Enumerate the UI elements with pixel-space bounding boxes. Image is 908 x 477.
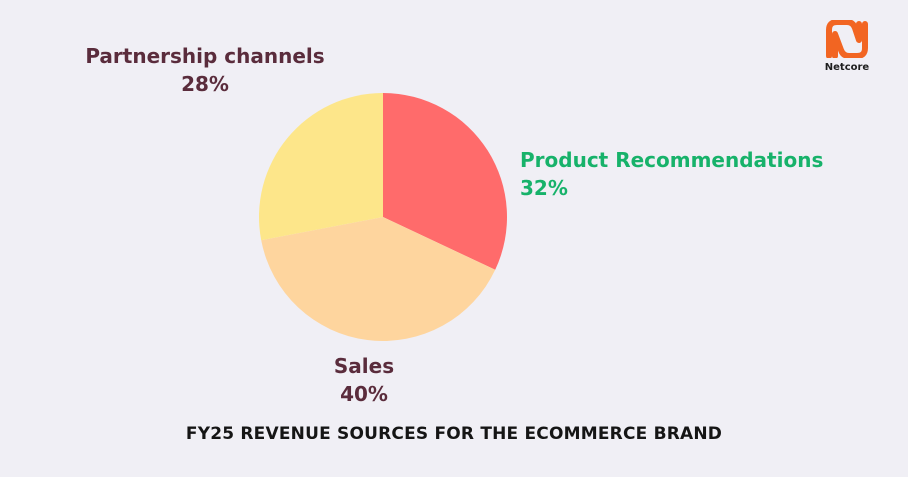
netcore-logo-icon <box>826 19 868 59</box>
label-partnership-channels: Partnership channels 28% <box>70 42 340 98</box>
pie-slice-product-recommendations <box>383 92 508 270</box>
label-sales-value: 40% <box>340 382 388 406</box>
label-product-recommendations-name: Product Recommendations <box>520 148 824 172</box>
pie-slice-partnership-channels <box>259 93 383 241</box>
netcore-logo-wordmark: Netcore <box>824 62 870 73</box>
chart-title: FY25 REVENUE SOURCES FOR THE ECOMMERCE B… <box>185 424 723 444</box>
netcore-logo: Netcore <box>818 19 876 80</box>
label-partnership-channels-name: Partnership channels <box>85 44 325 68</box>
label-product-recommendations-value: 32% <box>520 176 568 200</box>
label-partnership-channels-value: 28% <box>181 72 229 96</box>
label-sales-name: Sales <box>333 354 395 378</box>
label-sales: Sales 40% <box>304 352 424 408</box>
label-product-recommendations: Product Recommendations 32% <box>520 146 823 202</box>
pie-slice-sales <box>261 217 496 342</box>
